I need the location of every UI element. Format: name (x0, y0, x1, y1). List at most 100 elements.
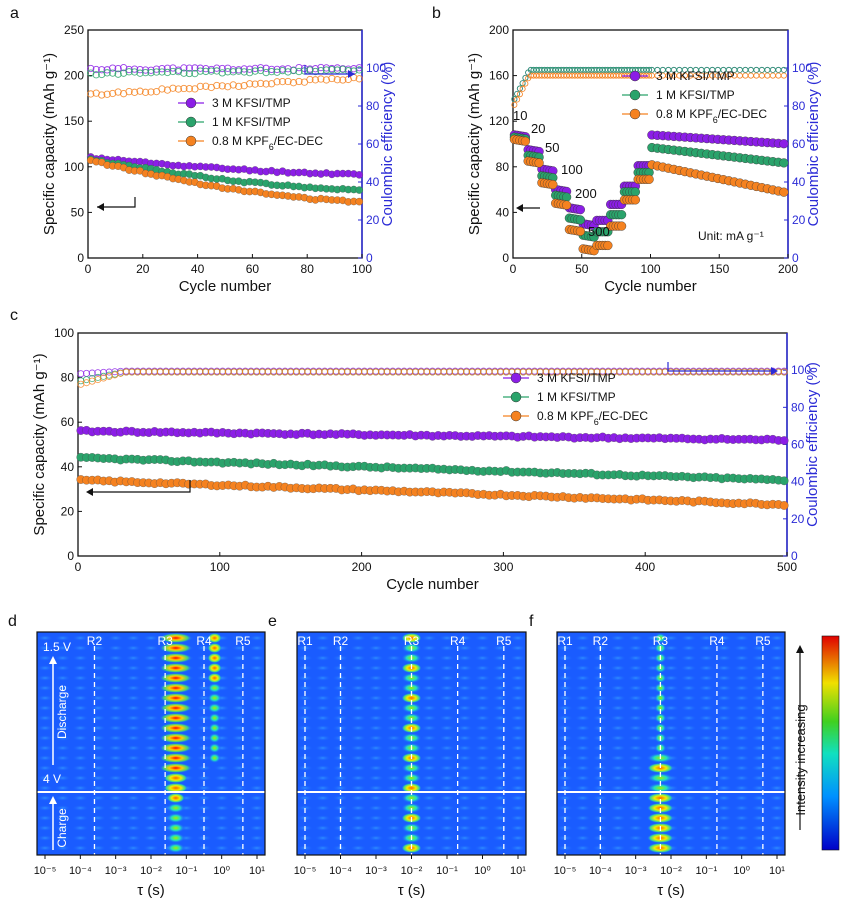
heatmap-cell (698, 755, 715, 761)
heatmap-cell (72, 635, 89, 641)
heatmap-cell (574, 695, 591, 701)
heatmap-cell (474, 655, 491, 661)
ce-point-c (565, 368, 573, 376)
legend-label: 1 M KFSI/TMP (537, 390, 616, 404)
ce-point-c (213, 368, 221, 376)
y2-tick-label: 100 (791, 363, 811, 377)
heatmap-cell (297, 795, 313, 801)
heatmap-cell (54, 765, 71, 771)
ce-point-b (764, 72, 771, 79)
capacity-point-b (617, 221, 627, 231)
ce-point-c (621, 368, 629, 376)
heatmap-cell (54, 655, 71, 661)
ce-point-c (343, 368, 351, 376)
heatmap-cell (421, 725, 438, 731)
heatmap-cell (769, 635, 785, 641)
heatmap-cell (37, 725, 53, 731)
heatmap-cell (627, 725, 644, 731)
ce-point-a (158, 85, 166, 93)
heatmap-cell (249, 785, 265, 791)
heatmap-cell (627, 735, 644, 741)
heatmap-cell (510, 805, 526, 811)
heatmap-cell (368, 695, 384, 701)
heatmap-cell (231, 845, 248, 851)
ce-point-a (218, 82, 226, 90)
heatmap-cell (751, 705, 768, 711)
heatmap-cell (90, 695, 106, 701)
heatmap-cell (385, 665, 402, 671)
heatmap-cell (37, 785, 53, 791)
y2-tick-label: 40 (366, 175, 380, 189)
heatmap-cell (314, 635, 331, 641)
y2-tick-label: 20 (791, 512, 805, 526)
heatmap-cell (456, 755, 473, 761)
region-label: R5 (496, 634, 512, 648)
heatmap-cell (385, 815, 402, 821)
heatmap-cell (733, 635, 750, 641)
heatmap-cell (125, 825, 142, 831)
heatmap-cell (297, 695, 313, 701)
ce-point-c (434, 368, 442, 376)
ce-point-a (152, 68, 161, 76)
heatmap-cell (474, 815, 491, 821)
x-tick-label: 10⁻² (660, 865, 682, 877)
y2-tick-label: 40 (792, 175, 806, 189)
ce-point-c (491, 368, 499, 376)
ce-point-c (360, 368, 368, 376)
heatmap-cell (492, 705, 509, 711)
heatmap-cell (385, 635, 402, 641)
heatmap-cell (698, 725, 715, 731)
heatmap-cell (421, 735, 438, 741)
heatmap-cell (627, 805, 644, 811)
capacity-point-b (520, 136, 530, 146)
heatmap-cell (716, 805, 732, 811)
ce-point-a (355, 64, 363, 72)
x-tick-label: 10⁰ (733, 865, 750, 877)
heatmap-cell (350, 775, 367, 781)
heatmap-cell (610, 835, 626, 841)
heatmap-cell (474, 765, 491, 771)
heatmap-cell (733, 845, 750, 851)
heatmap-cell (680, 645, 697, 651)
panel-label-c: c (10, 307, 18, 324)
heatmap-cell (456, 745, 473, 751)
heatmap-cell (510, 845, 526, 851)
legend-label: 1 M KFSI/TMP (656, 88, 735, 102)
heatmap-cell (610, 685, 626, 691)
heatmap-cell (627, 715, 644, 721)
y2-tick-label: 20 (366, 213, 380, 227)
heatmap-cell (456, 815, 473, 821)
ce-point-c (145, 368, 153, 376)
heatmap-cell (231, 785, 248, 791)
heatmap-peak (208, 713, 221, 723)
ce-point-c (349, 368, 357, 376)
ce-point-a (196, 64, 204, 72)
heatmap-cell (125, 745, 142, 751)
heatmap-cell (90, 725, 106, 731)
ce-point-a (185, 64, 194, 72)
heatmap-peak (647, 793, 674, 803)
heatmap-cell (107, 845, 124, 851)
heatmap-cell (663, 635, 679, 641)
heatmap-cell (249, 825, 265, 831)
ce-point-a (92, 71, 100, 79)
x-tick-label: 10⁻⁴ (589, 865, 612, 877)
ce-point-c (389, 368, 397, 376)
region-label: R3 (157, 634, 173, 648)
heatmap-cell (72, 705, 89, 711)
heatmap-cell (680, 745, 697, 751)
heatmap-cell (249, 655, 265, 661)
y-tick-label: 50 (71, 205, 85, 219)
heatmap-cell (474, 715, 491, 721)
ce-point-a (284, 77, 292, 86)
heatmap-cell (716, 665, 732, 671)
heatmap-cell (37, 735, 53, 741)
heatmap-cell (314, 785, 331, 791)
y2-tick-label: 80 (791, 400, 805, 414)
heatmap-cell (492, 805, 509, 811)
heatmap-cell (751, 675, 768, 681)
ce-point-c (281, 368, 289, 376)
legend-label: 0.8 M KPF6/EC-DEC (537, 409, 648, 427)
heatmap-cell (610, 785, 626, 791)
ce-point-c (264, 368, 272, 376)
